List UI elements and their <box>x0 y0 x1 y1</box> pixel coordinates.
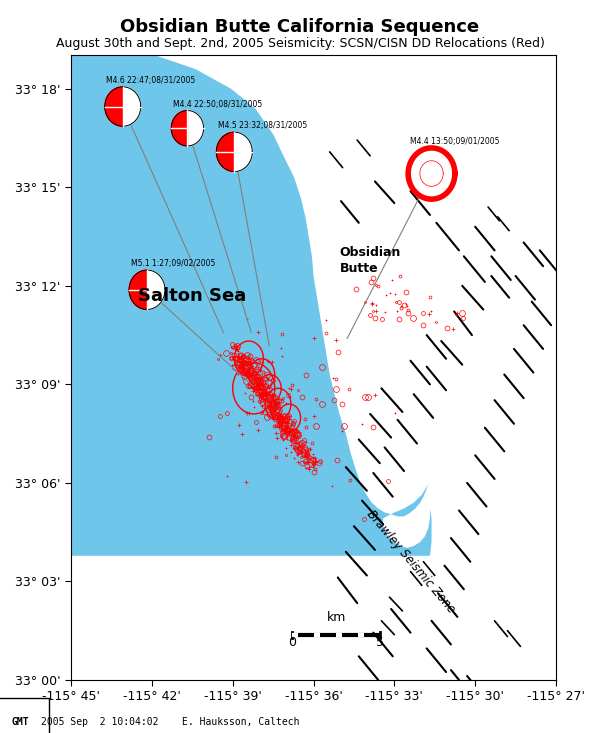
Polygon shape <box>171 111 187 146</box>
Text: M4.4 13:50;09/01/2005: M4.4 13:50;09/01/2005 <box>410 137 499 146</box>
Text: M4.4 22:50;08/31/2005: M4.4 22:50;08/31/2005 <box>173 100 262 108</box>
Text: Obsidian Butte California Sequence: Obsidian Butte California Sequence <box>121 18 479 37</box>
Text: 2005 Sep  2 10:04:02    E. Hauksson, Caltech: 2005 Sep 2 10:04:02 E. Hauksson, Caltech <box>41 717 299 727</box>
Ellipse shape <box>129 270 165 309</box>
Polygon shape <box>408 148 455 199</box>
Polygon shape <box>129 270 147 309</box>
Text: M5.1 1:27;09/02/2005: M5.1 1:27;09/02/2005 <box>131 259 215 268</box>
Text: 0: 0 <box>288 636 296 649</box>
Ellipse shape <box>217 132 252 172</box>
Text: 5: 5 <box>376 636 384 649</box>
Text: Obsidian
Butte: Obsidian Butte <box>340 246 401 275</box>
Text: GMT: GMT <box>12 717 29 727</box>
Polygon shape <box>71 55 431 556</box>
Text: km: km <box>326 611 346 624</box>
Polygon shape <box>217 132 235 172</box>
Text: August 30th and Sept. 2nd, 2005 Seismicity: SCSN/CISN DD Relocations (Red): August 30th and Sept. 2nd, 2005 Seismici… <box>56 37 544 50</box>
Text: M4.5 23:32;08/31/2005: M4.5 23:32;08/31/2005 <box>218 121 307 130</box>
Polygon shape <box>105 86 123 126</box>
Text: Salton Sea: Salton Sea <box>138 287 247 305</box>
Text: M4.6 22:47;08/31/2005: M4.6 22:47;08/31/2005 <box>106 76 196 85</box>
Ellipse shape <box>105 86 141 126</box>
Text: Brawley Seismic Zone: Brawley Seismic Zone <box>364 508 457 616</box>
Ellipse shape <box>171 111 203 146</box>
